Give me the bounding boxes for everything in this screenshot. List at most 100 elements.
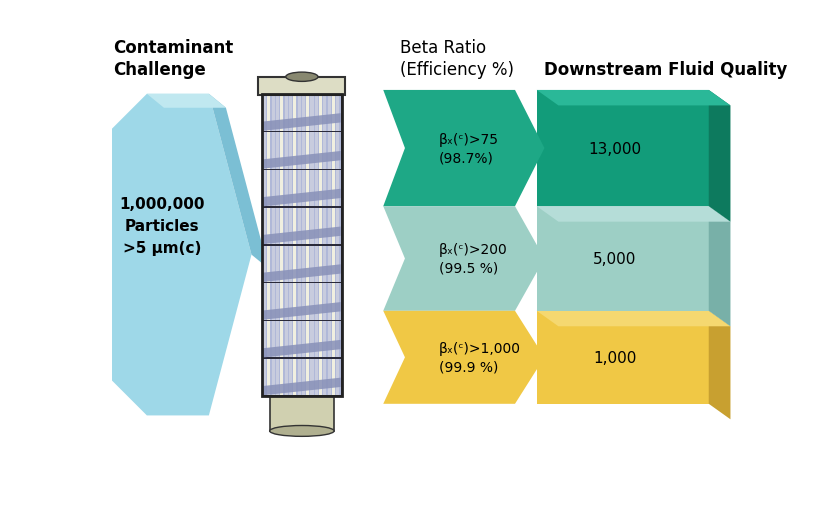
Polygon shape	[336, 171, 339, 207]
Polygon shape	[319, 171, 322, 207]
Polygon shape	[263, 209, 266, 245]
Polygon shape	[276, 209, 279, 245]
Polygon shape	[332, 284, 335, 320]
Polygon shape	[298, 209, 300, 245]
Polygon shape	[272, 133, 274, 169]
Polygon shape	[268, 133, 270, 169]
Polygon shape	[272, 322, 274, 358]
Polygon shape	[319, 359, 322, 395]
Polygon shape	[263, 359, 266, 395]
Polygon shape	[306, 171, 309, 207]
Polygon shape	[263, 265, 340, 282]
Polygon shape	[319, 95, 322, 131]
Polygon shape	[336, 246, 339, 282]
Polygon shape	[310, 359, 314, 395]
Polygon shape	[332, 171, 335, 207]
Ellipse shape	[269, 426, 334, 437]
Polygon shape	[537, 91, 709, 207]
Polygon shape	[314, 95, 318, 131]
Polygon shape	[289, 133, 292, 169]
Polygon shape	[284, 359, 288, 395]
Polygon shape	[324, 95, 326, 131]
Polygon shape	[336, 359, 339, 395]
Polygon shape	[276, 133, 279, 169]
Polygon shape	[332, 322, 335, 358]
Polygon shape	[284, 246, 288, 282]
Polygon shape	[263, 340, 340, 358]
Polygon shape	[263, 95, 340, 131]
Polygon shape	[314, 171, 318, 207]
Polygon shape	[306, 246, 309, 282]
Polygon shape	[280, 322, 284, 358]
Text: βₓ(ᶜ)>200
(99.5 %): βₓ(ᶜ)>200 (99.5 %)	[439, 243, 507, 275]
Polygon shape	[314, 246, 318, 282]
Polygon shape	[280, 359, 284, 395]
Polygon shape	[289, 209, 292, 245]
Polygon shape	[280, 284, 284, 320]
Polygon shape	[284, 171, 288, 207]
Polygon shape	[302, 322, 305, 358]
Polygon shape	[280, 95, 284, 131]
Ellipse shape	[286, 73, 318, 82]
Polygon shape	[310, 133, 314, 169]
Polygon shape	[332, 359, 335, 395]
Polygon shape	[289, 359, 292, 395]
Polygon shape	[537, 311, 731, 327]
Polygon shape	[263, 171, 340, 207]
Polygon shape	[332, 133, 335, 169]
Polygon shape	[306, 209, 309, 245]
Polygon shape	[709, 311, 731, 419]
Polygon shape	[298, 95, 300, 131]
Polygon shape	[319, 209, 322, 245]
Polygon shape	[263, 171, 266, 207]
Polygon shape	[384, 207, 545, 311]
Text: βₓ(ᶜ)>1,000
(99.9 %): βₓ(ᶜ)>1,000 (99.9 %)	[439, 342, 520, 374]
Polygon shape	[298, 359, 300, 395]
Polygon shape	[263, 284, 340, 320]
Polygon shape	[328, 209, 331, 245]
Polygon shape	[268, 322, 270, 358]
Polygon shape	[319, 284, 322, 320]
Polygon shape	[332, 209, 335, 245]
Polygon shape	[289, 284, 292, 320]
Polygon shape	[280, 171, 284, 207]
Polygon shape	[328, 322, 331, 358]
Polygon shape	[263, 133, 340, 169]
Polygon shape	[147, 95, 226, 108]
Polygon shape	[314, 322, 318, 358]
Polygon shape	[272, 209, 274, 245]
Polygon shape	[298, 133, 300, 169]
Polygon shape	[276, 284, 279, 320]
Polygon shape	[306, 133, 309, 169]
Polygon shape	[280, 246, 284, 282]
Polygon shape	[294, 322, 296, 358]
Polygon shape	[294, 133, 296, 169]
Polygon shape	[709, 207, 731, 327]
Polygon shape	[310, 95, 314, 131]
Polygon shape	[284, 209, 288, 245]
Polygon shape	[284, 322, 288, 358]
Polygon shape	[302, 359, 305, 395]
Polygon shape	[284, 133, 288, 169]
Polygon shape	[272, 246, 274, 282]
Polygon shape	[302, 95, 305, 131]
Polygon shape	[263, 133, 266, 169]
Polygon shape	[319, 246, 322, 282]
Polygon shape	[306, 359, 309, 395]
Polygon shape	[263, 189, 340, 207]
Polygon shape	[537, 207, 709, 311]
Polygon shape	[263, 359, 340, 395]
Polygon shape	[336, 95, 339, 131]
Polygon shape	[314, 209, 318, 245]
Polygon shape	[272, 95, 274, 131]
Polygon shape	[709, 91, 731, 222]
Polygon shape	[289, 246, 292, 282]
Polygon shape	[263, 95, 266, 131]
Polygon shape	[259, 77, 345, 95]
Polygon shape	[324, 284, 326, 320]
Polygon shape	[263, 246, 340, 282]
Polygon shape	[306, 95, 309, 131]
Polygon shape	[328, 171, 331, 207]
Polygon shape	[302, 246, 305, 282]
Polygon shape	[324, 133, 326, 169]
